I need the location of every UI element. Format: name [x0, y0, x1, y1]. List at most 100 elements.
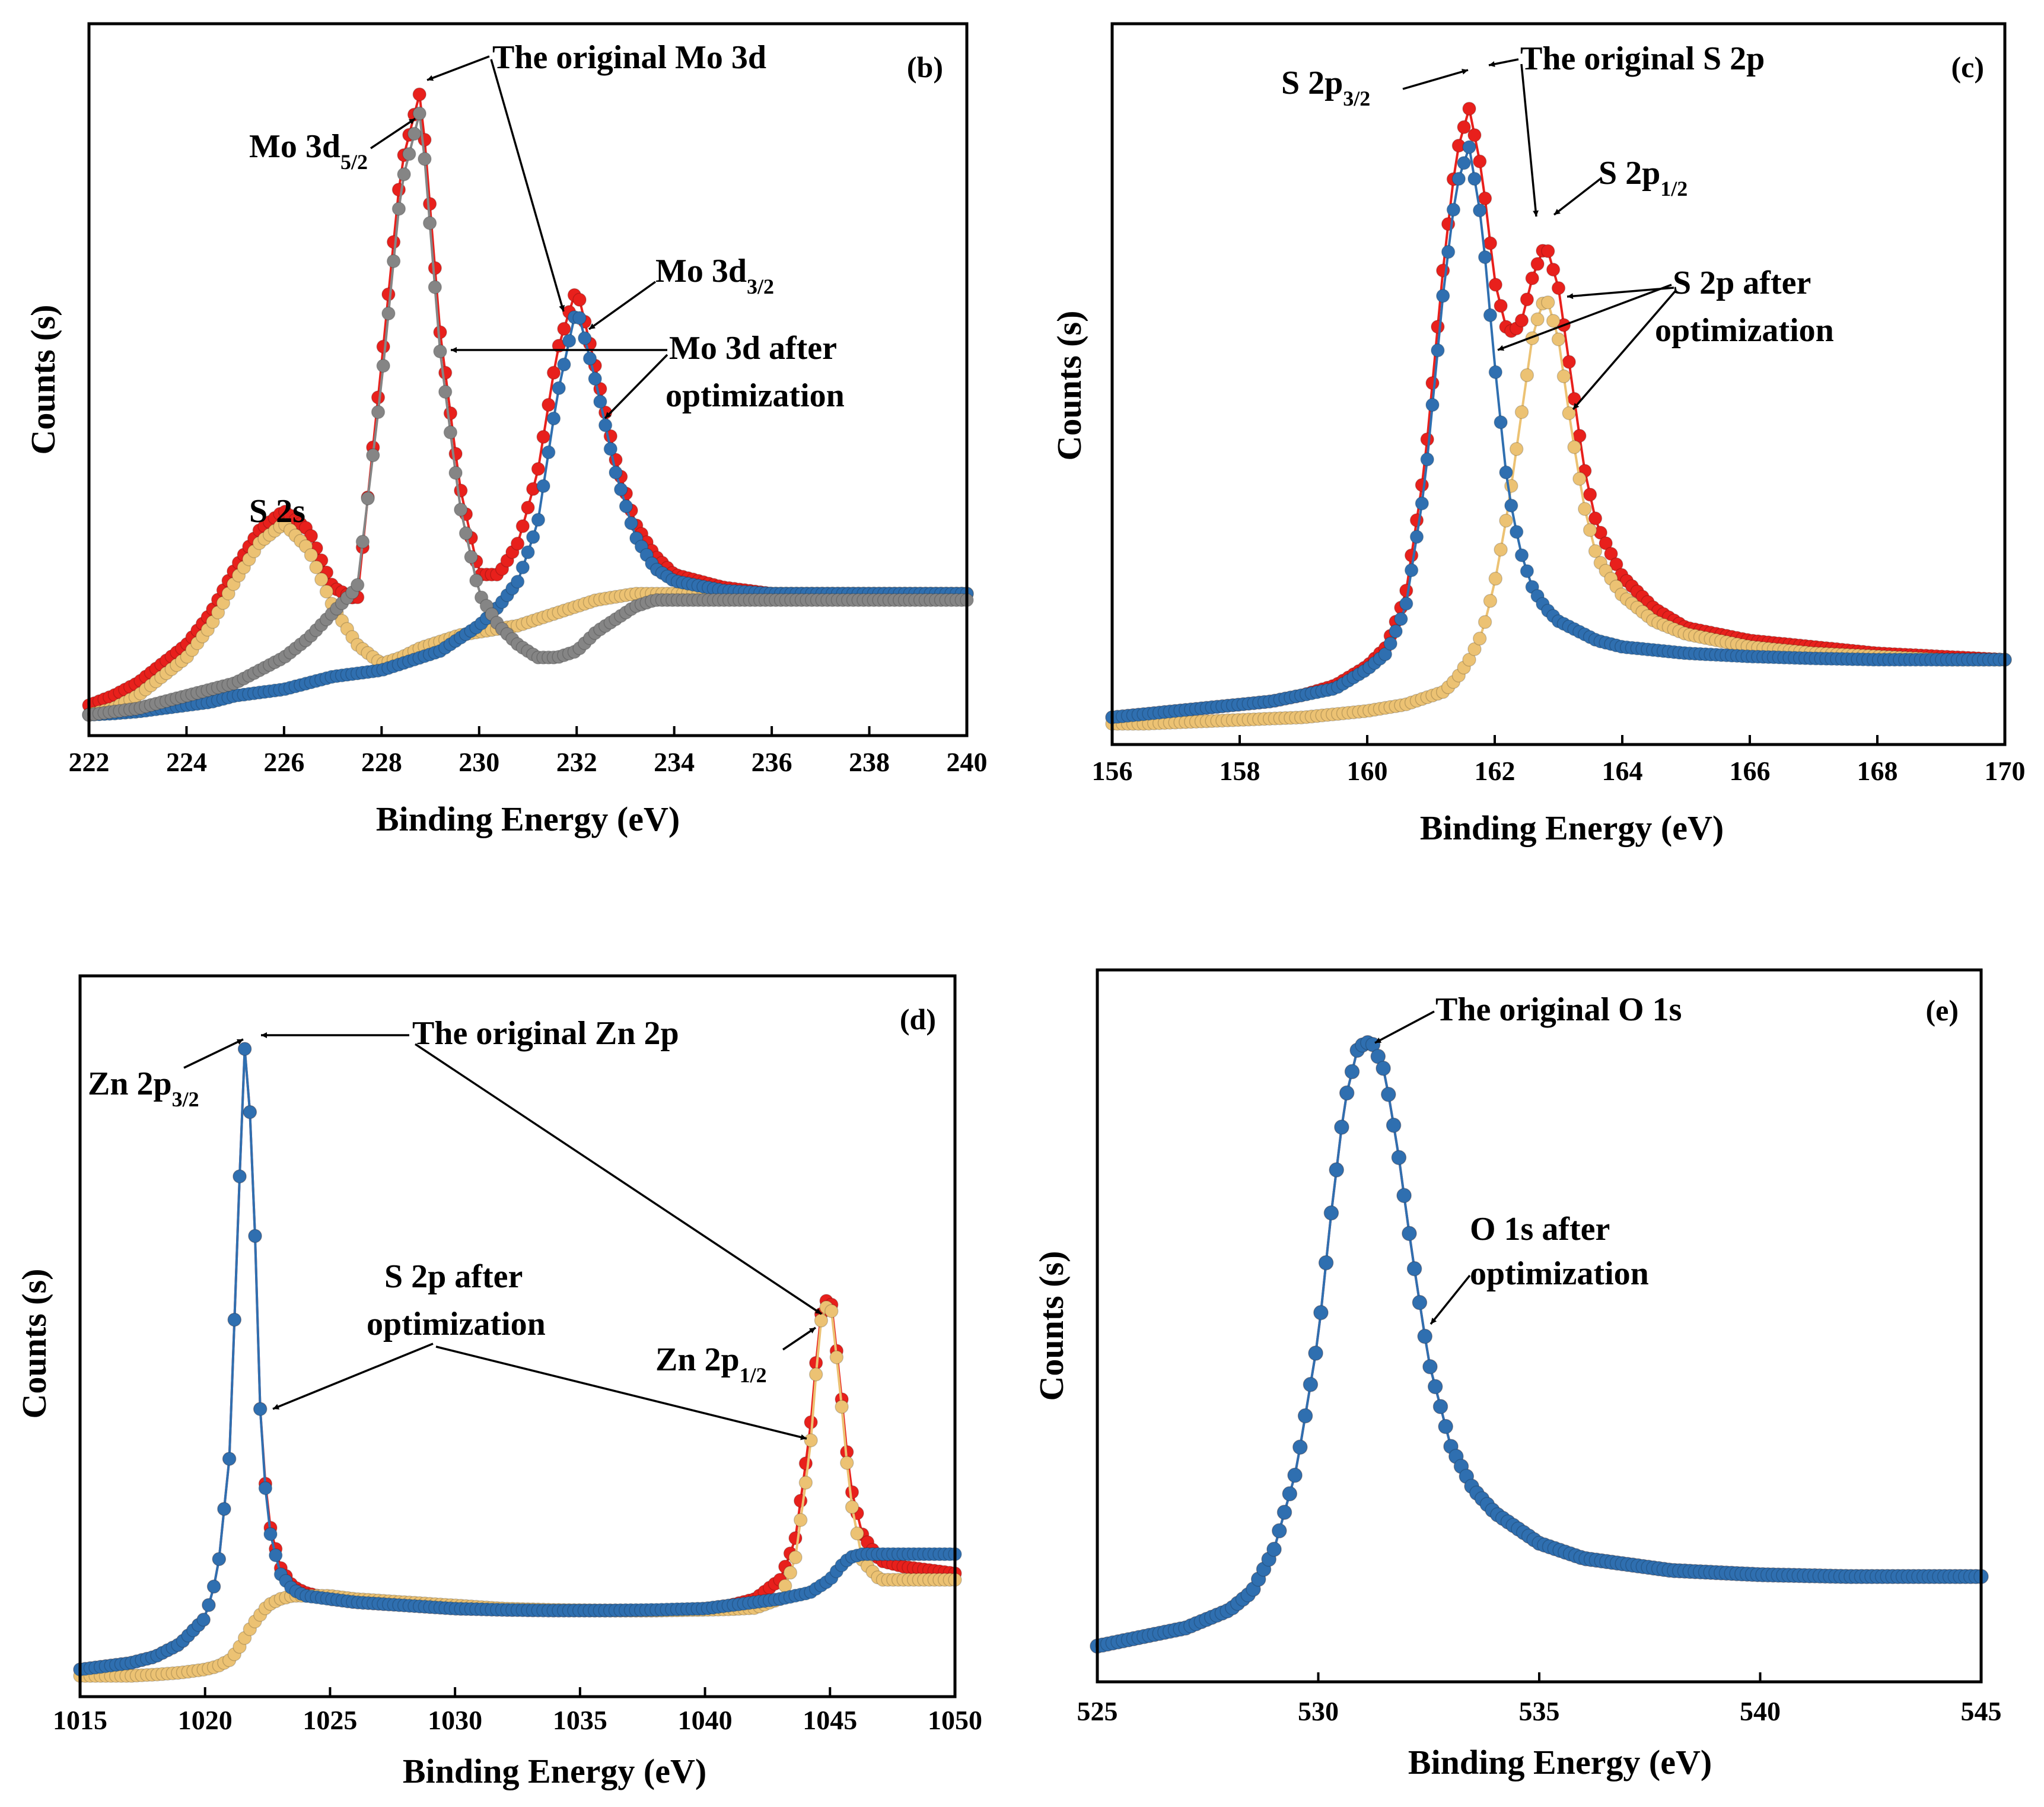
data-point: [588, 371, 602, 386]
data-point: [1394, 612, 1408, 626]
data-point: [1478, 250, 1492, 265]
panel-b-chart: 222 224 226 228 230 232 234 236 238 240 Binding E…: [24, 22, 988, 838]
x-tick-label: 530: [1298, 1696, 1339, 1726]
data-point: [1541, 295, 1555, 310]
data-point: [624, 516, 638, 530]
data-point: [1478, 191, 1492, 206]
data-point: [783, 1566, 798, 1580]
panel-e-arrows: [1374, 1010, 1471, 1325]
data-point: [1435, 288, 1450, 303]
x-tick-label: 1040: [678, 1705, 733, 1735]
data-point: [1541, 244, 1555, 259]
data-point: [1438, 1418, 1453, 1434]
panel-c-annotation-original: The original S 2p: [1520, 40, 1765, 77]
x-tick-label: 222: [69, 747, 110, 777]
data-point: [438, 384, 453, 399]
data-point: [1381, 1087, 1396, 1102]
data-point: [1396, 1188, 1412, 1203]
data-point: [1287, 1468, 1303, 1483]
data-point: [1282, 1486, 1298, 1501]
data-point: [1488, 278, 1503, 292]
data-point: [609, 465, 623, 480]
data-point: [1399, 596, 1413, 611]
data-point: [1483, 236, 1498, 250]
x-tick-label: 164: [1602, 756, 1643, 786]
data-point: [1415, 496, 1429, 511]
data-point: [1441, 244, 1456, 259]
data-point: [309, 560, 323, 574]
data-point: [1572, 472, 1587, 486]
panel-c-x-axis-label: Binding Energy (eV): [1420, 809, 1724, 847]
data-point: [1391, 1150, 1407, 1165]
panel-c-arrow-original-2: [1520, 63, 1539, 217]
data-point: [1583, 523, 1597, 537]
data-point: [258, 1481, 273, 1496]
panel-d-annotation-zn2p32: Zn 2p3/2: [88, 1065, 199, 1111]
x-tick-label: 166: [1730, 756, 1771, 786]
data-point: [1425, 397, 1440, 412]
data-point: [1457, 120, 1471, 135]
panel-d-arrow-original-2: [415, 1043, 822, 1315]
data-point: [1494, 298, 1508, 313]
panel-c-arrow-after-3: [1572, 289, 1677, 411]
data-point: [381, 306, 396, 321]
data-point: [546, 365, 561, 380]
data-point: [536, 430, 550, 444]
panel-b-label: (b): [907, 50, 943, 84]
data-point: [557, 322, 571, 336]
series-line: [80, 1305, 955, 1677]
panel-d-annotation-original: The original Zn 2p: [412, 1015, 679, 1052]
data-point: [1514, 313, 1529, 327]
data-point: [1530, 312, 1545, 327]
data-point: [1488, 571, 1503, 586]
data-point: [1467, 128, 1482, 142]
data-point: [1520, 292, 1534, 307]
data-point: [268, 1548, 283, 1563]
data-point: [845, 1500, 859, 1515]
data-point: [542, 397, 556, 412]
data-point: [808, 1367, 823, 1382]
data-point: [1551, 281, 1566, 295]
x-tick-label: 170: [1985, 756, 2026, 786]
data-point: [248, 1229, 262, 1243]
panel-b-x-axis-label: Binding Energy (eV): [376, 800, 680, 838]
panel-e-arrow-original: [1374, 1010, 1435, 1044]
panel-c-annotation-optimization: optimization: [1655, 312, 1834, 349]
x-tick-label: 226: [263, 747, 304, 777]
data-point: [1420, 452, 1434, 467]
data-point: [835, 1399, 849, 1414]
data-point: [582, 351, 597, 366]
data-point: [1422, 1359, 1438, 1375]
data-point: [531, 513, 546, 527]
data-point: [1339, 1085, 1355, 1101]
data-point: [1583, 487, 1597, 502]
panel-e-label: (e): [1926, 994, 1959, 1027]
data-point: [1266, 1541, 1282, 1557]
data-point: [1472, 631, 1487, 646]
data-point: [521, 545, 535, 559]
panel-c-label: (c): [1951, 50, 1985, 84]
panel-c-arrows: [1402, 58, 1677, 411]
panel-c-arrow-original-1: [1488, 58, 1519, 67]
data-point: [402, 147, 416, 161]
series-line: [1097, 1041, 1981, 1647]
data-point: [1478, 615, 1492, 629]
data-point: [1303, 1377, 1319, 1392]
series-the-original-o-1s: [1090, 1035, 1989, 1654]
panel-b-arrow-original-2: [490, 59, 565, 312]
panel-e-y-axis-label: Counts (s): [1032, 1251, 1071, 1401]
panel-c-plot-frame: [1110, 22, 2007, 746]
panel-b-annotation-mo3d52: Mo 3d5/2: [249, 128, 368, 174]
data-point: [217, 1501, 231, 1516]
panel-c-arrow-after-2: [1567, 287, 1674, 300]
series-s-2p-after-optimization: [73, 1042, 962, 1676]
data-point: [253, 1402, 268, 1416]
panel-d-plot-frame: [78, 974, 957, 1698]
data-point: [1431, 320, 1445, 334]
panel-e-x-ticks: 525 530 535 540 545: [1077, 1672, 2002, 1726]
data-point: [557, 357, 571, 372]
data-point: [206, 1579, 221, 1594]
data-point: [454, 483, 468, 498]
data-point: [1446, 202, 1461, 217]
x-tick-label: 240: [947, 747, 988, 777]
